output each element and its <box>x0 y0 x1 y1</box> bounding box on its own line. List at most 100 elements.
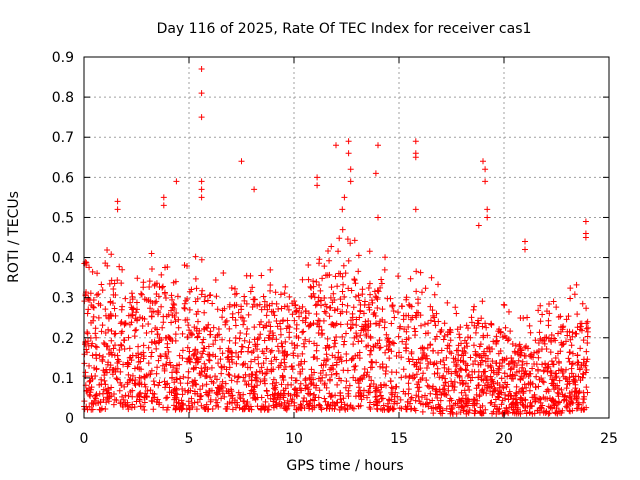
data-point <box>324 356 331 363</box>
data-point <box>138 291 145 298</box>
data-point <box>255 335 262 342</box>
data-point <box>201 368 208 375</box>
data-point <box>209 300 216 307</box>
data-point <box>241 398 248 405</box>
data-point <box>344 405 351 412</box>
data-point <box>489 392 496 399</box>
data-point <box>351 277 358 284</box>
data-point <box>313 301 320 308</box>
data-point <box>92 343 99 350</box>
data-point <box>337 270 344 277</box>
data-point <box>215 403 222 410</box>
data-point <box>273 318 280 325</box>
data-point <box>100 353 107 360</box>
data-point <box>422 285 429 292</box>
data-point <box>163 313 170 320</box>
data-point <box>192 253 199 260</box>
data-point <box>264 301 271 308</box>
data-point <box>555 358 562 365</box>
data-point <box>191 399 198 406</box>
data-point <box>543 346 550 353</box>
data-point <box>350 341 357 348</box>
data-point <box>108 351 115 358</box>
data-point <box>124 402 131 409</box>
data-point <box>136 374 143 381</box>
data-point <box>234 378 241 385</box>
data-point <box>185 402 192 409</box>
data-point <box>216 388 223 395</box>
data-point <box>93 365 100 372</box>
data-point <box>398 303 405 310</box>
data-point <box>159 362 166 369</box>
data-point <box>479 386 486 393</box>
data-point <box>366 373 373 380</box>
data-point <box>219 336 226 343</box>
data-point <box>428 274 435 281</box>
data-point <box>456 334 463 341</box>
data-point <box>525 373 532 380</box>
data-point <box>188 332 195 339</box>
data-point <box>315 329 322 336</box>
data-point <box>476 352 483 359</box>
data-point <box>314 174 321 181</box>
data-point <box>256 368 263 375</box>
data-point <box>569 360 576 367</box>
data-point <box>155 339 162 346</box>
data-point <box>127 376 134 383</box>
data-point <box>301 394 308 401</box>
data-point <box>412 407 419 414</box>
data-point <box>147 387 154 394</box>
data-point <box>337 396 344 403</box>
data-point <box>244 364 251 371</box>
data-point <box>464 383 471 390</box>
data-point <box>302 375 309 382</box>
data-point <box>482 358 489 365</box>
data-point <box>128 290 135 297</box>
data-point <box>108 251 115 258</box>
data-point <box>132 376 139 383</box>
data-point <box>198 90 205 97</box>
data-point <box>177 375 184 382</box>
data-point <box>272 390 279 397</box>
data-point <box>427 359 434 366</box>
data-point <box>372 393 379 400</box>
data-point <box>92 351 99 358</box>
data-point <box>219 314 226 321</box>
data-point <box>267 266 274 273</box>
data-point <box>125 334 132 341</box>
data-point <box>326 257 333 264</box>
data-point <box>530 354 537 361</box>
data-point <box>108 277 115 284</box>
data-point <box>197 393 204 400</box>
data-point <box>249 303 256 310</box>
data-point <box>291 402 298 409</box>
data-point <box>478 315 485 322</box>
data-point <box>162 381 169 388</box>
data-point <box>338 403 345 410</box>
data-point <box>389 339 396 346</box>
data-point <box>374 305 381 312</box>
data-point <box>462 366 469 373</box>
data-point <box>430 410 437 417</box>
data-point <box>343 308 350 315</box>
data-point <box>108 384 115 391</box>
data-point <box>311 294 318 301</box>
data-point <box>352 293 359 300</box>
data-point <box>95 400 102 407</box>
data-point <box>189 378 196 385</box>
data-point <box>331 406 338 413</box>
data-point <box>553 370 560 377</box>
data-point <box>258 272 265 279</box>
data-point <box>360 387 367 394</box>
data-point <box>93 334 100 341</box>
data-point <box>465 371 472 378</box>
data-point <box>353 330 360 337</box>
data-point <box>125 361 132 368</box>
data-point <box>292 377 299 384</box>
data-point <box>101 377 108 384</box>
data-point <box>153 370 160 377</box>
data-point <box>360 326 367 333</box>
data-point <box>225 347 232 354</box>
data-point <box>544 364 551 371</box>
data-point <box>442 379 449 386</box>
